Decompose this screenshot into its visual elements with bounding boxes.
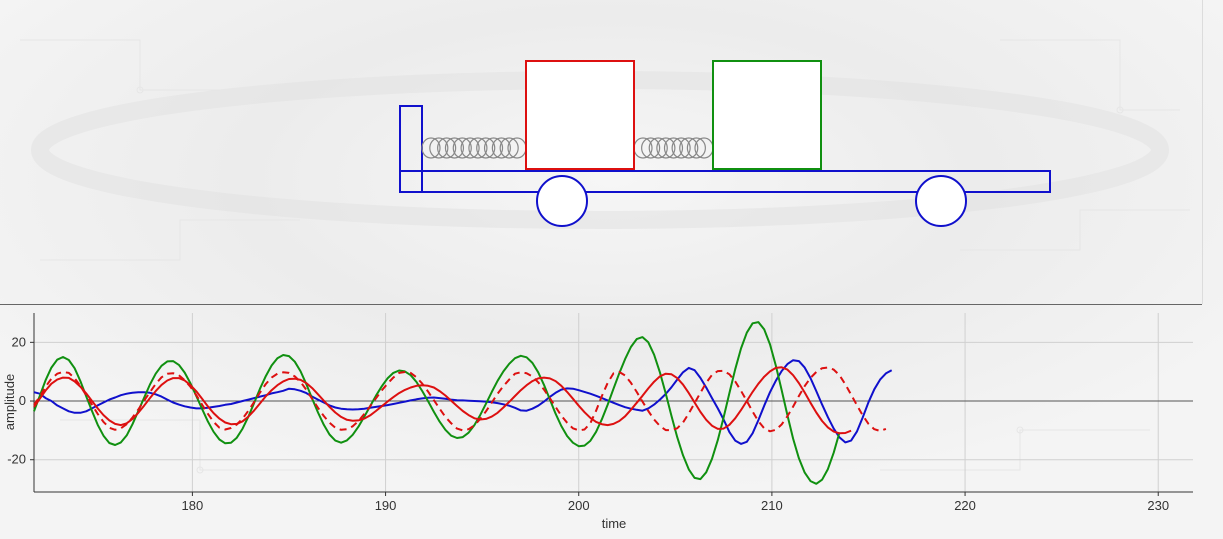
x-tick-label: 200 bbox=[568, 498, 590, 513]
y-axis-label: amplitude bbox=[2, 374, 17, 430]
spring-coil bbox=[483, 137, 504, 159]
x-tick-label: 220 bbox=[954, 498, 976, 513]
spring-coil bbox=[468, 137, 488, 159]
cart-post bbox=[399, 105, 423, 193]
x-axis-label: time bbox=[602, 516, 627, 531]
x-tick-label: 210 bbox=[761, 498, 783, 513]
panel-divider bbox=[0, 304, 1202, 305]
y-tick-label: 0 bbox=[19, 393, 26, 408]
x-tick-label: 190 bbox=[375, 498, 397, 513]
series-line-4 bbox=[33, 366, 852, 435]
cart-wheel-left bbox=[536, 175, 588, 227]
x-tick-label: 180 bbox=[182, 498, 204, 513]
simulation-view bbox=[399, 0, 1203, 304]
spring-coil bbox=[679, 137, 699, 159]
spring-coil bbox=[421, 137, 441, 159]
spring-coil bbox=[656, 137, 676, 159]
amplitude-plot: 180 190 200 210 220 230 20 0 -20 time amplitude bbox=[0, 305, 1202, 539]
spring-coil bbox=[452, 137, 472, 159]
spring-coil bbox=[460, 137, 480, 159]
series-line-3 bbox=[33, 366, 887, 433]
spring-coil bbox=[671, 137, 691, 159]
cart-scene bbox=[399, 60, 1051, 227]
spring-coil bbox=[499, 137, 519, 159]
spring-coil bbox=[641, 137, 661, 159]
spring-coil bbox=[444, 137, 465, 159]
series-line-2 bbox=[33, 321, 841, 485]
y-tick-label: -20 bbox=[7, 452, 26, 467]
spring-coil bbox=[491, 137, 511, 159]
mass-block-1[interactable] bbox=[525, 60, 635, 170]
mass-block-2[interactable] bbox=[712, 60, 822, 170]
x-tick-label: 230 bbox=[1147, 498, 1169, 513]
spring-coil bbox=[663, 137, 684, 159]
cart-wheel-right bbox=[915, 175, 967, 227]
spring-coil bbox=[429, 137, 449, 159]
plot-series bbox=[33, 321, 893, 485]
y-tick-label: 20 bbox=[12, 334, 26, 349]
plot-axes bbox=[30, 313, 1193, 496]
spring-left bbox=[421, 137, 527, 159]
spring-coil bbox=[686, 137, 706, 159]
series-line-1 bbox=[33, 359, 893, 445]
cart-platform bbox=[399, 170, 1051, 193]
spring-coil bbox=[648, 137, 668, 159]
spring-coil bbox=[476, 137, 496, 159]
spring-right bbox=[633, 137, 714, 159]
spring-coil bbox=[437, 137, 457, 159]
